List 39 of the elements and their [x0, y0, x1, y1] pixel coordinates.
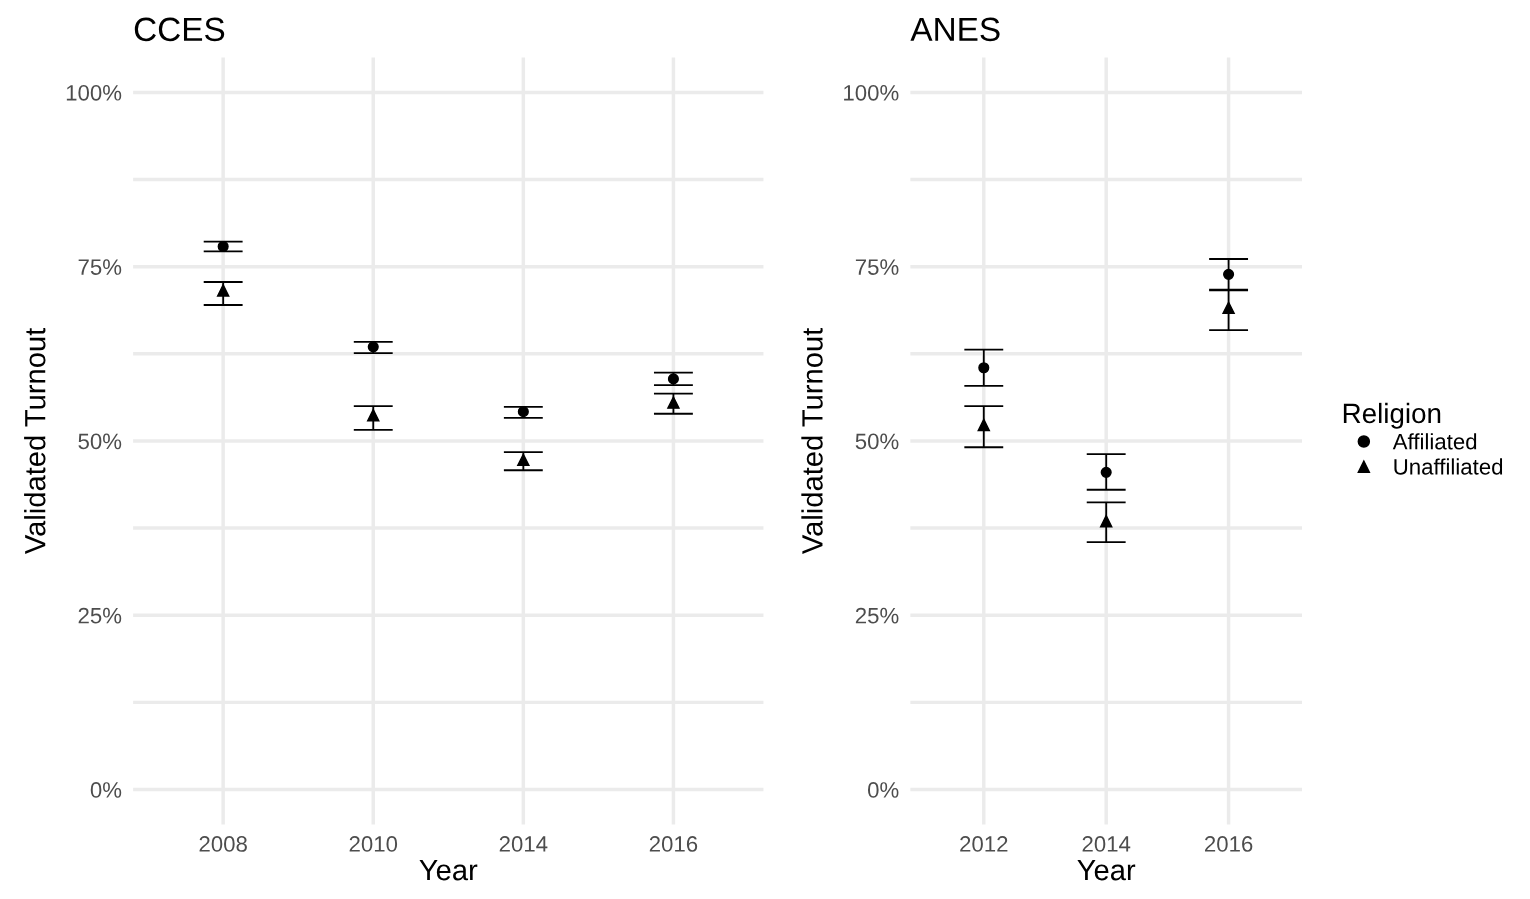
x-tick-label: 2014 — [499, 836, 548, 852]
y-tick-label: 75% — [855, 259, 899, 275]
y-tick-label: 25% — [855, 607, 899, 624]
y-tick-label: 0% — [90, 782, 122, 798]
point — [978, 362, 990, 374]
point — [1222, 301, 1235, 315]
y-axis-title: Validated Turnout — [24, 327, 46, 555]
point — [1099, 514, 1113, 528]
y-tick-label: 25% — [78, 607, 122, 624]
y-tick-label: 0% — [867, 782, 899, 798]
chart-title: CCES — [134, 17, 225, 42]
x-tick-label: 2012 — [960, 836, 1008, 852]
x-tick-label: 2010 — [349, 836, 398, 852]
x-tick-label: 2014 — [1082, 836, 1131, 852]
y-tick-label: 100% — [66, 84, 122, 101]
legend-label: Affiliated — [1392, 433, 1477, 450]
y-tick-label: 100% — [844, 84, 899, 101]
point — [667, 373, 679, 385]
x-tick-label: 2008 — [199, 836, 247, 852]
point — [216, 284, 230, 297]
x-tick-label: 2016 — [649, 836, 698, 852]
point — [517, 406, 529, 418]
point — [366, 408, 380, 422]
y-tick-label: 50% — [855, 433, 899, 450]
x-axis-title: Year — [419, 860, 478, 881]
legend-label: Unaffiliated — [1394, 458, 1503, 475]
legend-title: Religion — [1343, 402, 1441, 429]
y-tick-label: 50% — [78, 433, 122, 450]
point — [1100, 466, 1112, 478]
point — [667, 396, 680, 409]
point — [1223, 268, 1235, 280]
x-axis-title: Year — [1077, 860, 1136, 881]
chart-title: ANES — [910, 17, 1000, 42]
point — [977, 418, 991, 432]
y-axis-title: Validated Turnout — [801, 327, 823, 555]
point — [367, 341, 379, 353]
point — [517, 453, 530, 467]
x-tick-label: 2016 — [1204, 836, 1253, 852]
y-tick-label: 75% — [78, 259, 122, 275]
